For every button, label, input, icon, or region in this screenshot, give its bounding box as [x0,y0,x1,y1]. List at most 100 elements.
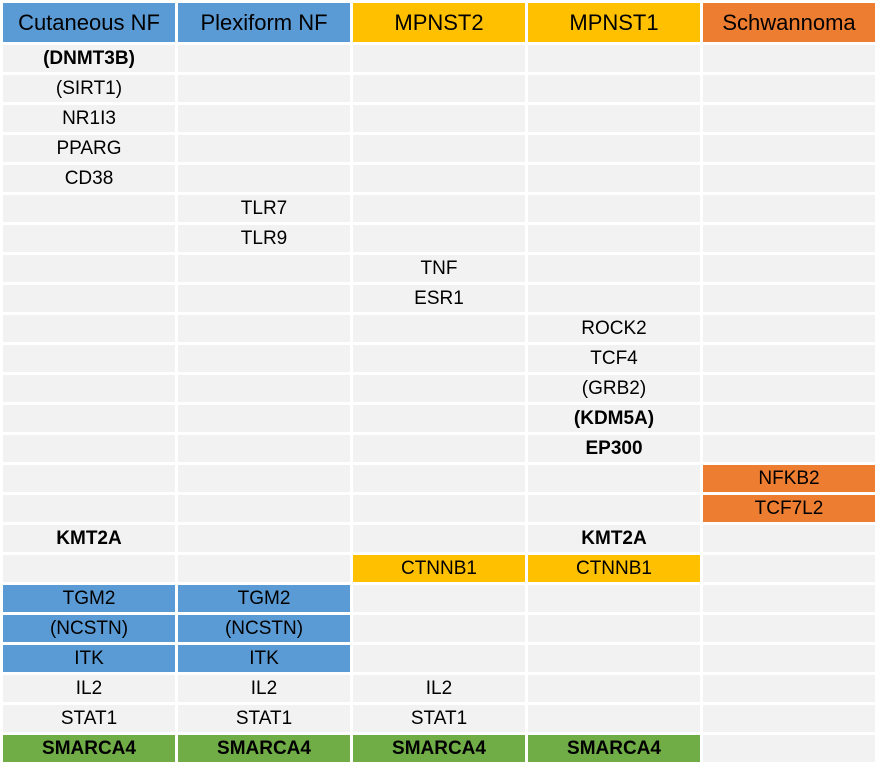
cell-plexiform-nf [178,375,350,402]
cell-mpnst2 [353,375,525,402]
cell-mpnst2: IL2 [353,675,525,702]
cell-schwannoma [703,45,875,72]
cell-mpnst1: (GRB2) [528,375,700,402]
table-row: ITK ITK [3,645,875,672]
cell-schwannoma [703,75,875,102]
cell-schwannoma [703,345,875,372]
cell-cutaneous-nf: SMARCA4 [3,735,175,762]
table-row: TGM2 TGM2 [3,585,875,612]
table-row: SMARCA4 SMARCA4 SMARCA4 SMARCA4 [3,735,875,762]
table-row: (KDM5A) [3,405,875,432]
cell-schwannoma [703,675,875,702]
cell-mpnst1 [528,465,700,492]
cell-cutaneous-nf [3,435,175,462]
gene-table: Cutaneous NF Plexiform NF MPNST2 MPNST1 … [3,3,875,762]
cell-mpnst2 [353,225,525,252]
cell-schwannoma [703,285,875,312]
table-row: EP300 [3,435,875,462]
cell-mpnst1 [528,585,700,612]
cell-mpnst2 [353,615,525,642]
header-row: Cutaneous NF Plexiform NF MPNST2 MPNST1 … [3,3,875,42]
cell-mpnst2 [353,495,525,522]
cell-mpnst1 [528,255,700,282]
cell-cutaneous-nf [3,555,175,582]
cell-mpnst1 [528,105,700,132]
table-row: KMT2A KMT2A [3,525,875,552]
table-row: TLR7 [3,195,875,222]
cell-plexiform-nf [178,315,350,342]
cell-plexiform-nf: TGM2 [178,585,350,612]
cell-schwannoma [703,225,875,252]
table-row: ROCK2 [3,315,875,342]
table-row: (DNMT3B) [3,45,875,72]
cell-schwannoma [703,315,875,342]
cell-plexiform-nf: (NCSTN) [178,615,350,642]
header-schwannoma: Schwannoma [703,3,875,42]
header-cutaneous-nf: Cutaneous NF [3,3,175,42]
cell-mpnst1 [528,675,700,702]
table-row: IL2 IL2 IL2 [3,675,875,702]
cell-mpnst2 [353,135,525,162]
cell-schwannoma [703,705,875,732]
header-mpnst1: MPNST1 [528,3,700,42]
cell-mpnst1 [528,615,700,642]
cell-plexiform-nf: TLR9 [178,225,350,252]
cell-plexiform-nf [178,495,350,522]
cell-mpnst2 [353,435,525,462]
cell-mpnst2 [353,195,525,222]
cell-schwannoma [703,195,875,222]
cell-plexiform-nf [178,105,350,132]
cell-mpnst2: ESR1 [353,285,525,312]
cell-mpnst1 [528,135,700,162]
table-body: (DNMT3B) (SIRT1) NR1I3 PPARG CD38 TLR7 TLR9 TNF… [3,45,875,762]
cell-mpnst1: TCF4 [528,345,700,372]
table-row: TNF [3,255,875,282]
cell-schwannoma [703,405,875,432]
cell-mpnst2 [353,645,525,672]
table-row: CD38 [3,165,875,192]
cell-cutaneous-nf: (NCSTN) [3,615,175,642]
cell-mpnst1 [528,705,700,732]
cell-plexiform-nf: IL2 [178,675,350,702]
cell-mpnst1 [528,285,700,312]
cell-cutaneous-nf: ITK [3,645,175,672]
cell-schwannoma [703,555,875,582]
table-row: (NCSTN) (NCSTN) [3,615,875,642]
cell-cutaneous-nf [3,495,175,522]
cell-mpnst2 [353,345,525,372]
cell-cutaneous-nf: (SIRT1) [3,75,175,102]
cell-plexiform-nf [178,255,350,282]
table-row: STAT1 STAT1 STAT1 [3,705,875,732]
cell-cutaneous-nf: (DNMT3B) [3,45,175,72]
table-row: PPARG [3,135,875,162]
cell-schwannoma [703,165,875,192]
cell-schwannoma: TCF7L2 [703,495,875,522]
cell-schwannoma: NFKB2 [703,465,875,492]
cell-mpnst2 [353,585,525,612]
cell-plexiform-nf [178,285,350,312]
table-row: TCF4 [3,345,875,372]
header-mpnst2: MPNST2 [353,3,525,42]
cell-plexiform-nf [178,135,350,162]
cell-mpnst2: STAT1 [353,705,525,732]
cell-mpnst1: SMARCA4 [528,735,700,762]
cell-plexiform-nf: SMARCA4 [178,735,350,762]
cell-schwannoma [703,375,875,402]
cell-mpnst2 [353,105,525,132]
cell-mpnst1 [528,495,700,522]
cell-cutaneous-nf: KMT2A [3,525,175,552]
cell-schwannoma [703,135,875,162]
cell-plexiform-nf [178,525,350,552]
table-row: TCF7L2 [3,495,875,522]
cell-cutaneous-nf: CD38 [3,165,175,192]
header-plexiform-nf: Plexiform NF [178,3,350,42]
cell-plexiform-nf [178,555,350,582]
cell-plexiform-nf [178,465,350,492]
cell-plexiform-nf [178,435,350,462]
cell-mpnst1: CTNNB1 [528,555,700,582]
cell-mpnst1 [528,45,700,72]
table-row: (GRB2) [3,375,875,402]
cell-mpnst2: CTNNB1 [353,555,525,582]
cell-mpnst2: TNF [353,255,525,282]
cell-mpnst2 [353,465,525,492]
